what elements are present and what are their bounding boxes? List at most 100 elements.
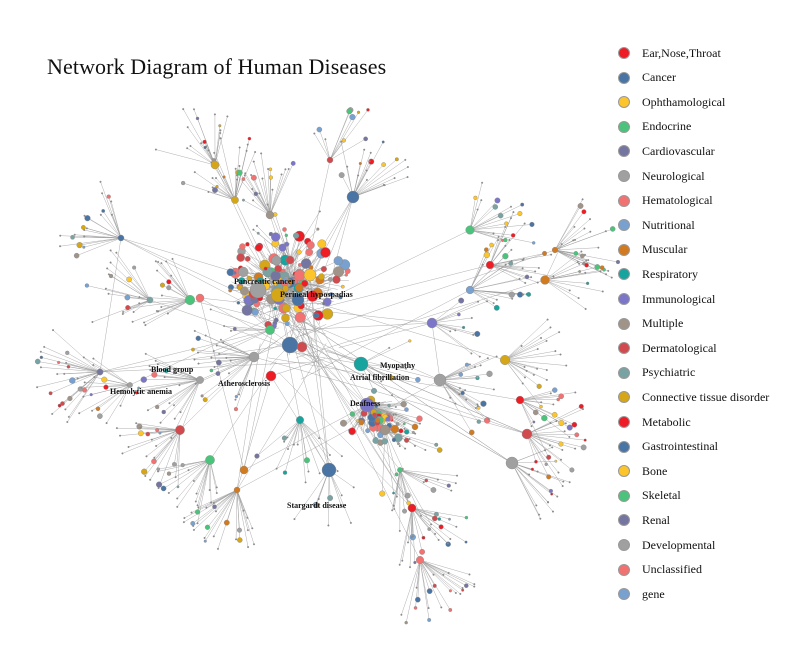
network-node <box>341 138 346 143</box>
network-node <box>246 275 253 282</box>
network-node <box>150 438 153 441</box>
legend-label: Unclassified <box>642 562 702 577</box>
network-node <box>413 560 417 565</box>
network-node <box>545 339 548 342</box>
legend-label: Hematological <box>642 193 713 208</box>
network-node <box>529 221 535 227</box>
network-node <box>59 234 62 237</box>
network-node <box>504 244 507 247</box>
network-node <box>158 431 162 435</box>
network-node <box>398 563 401 566</box>
network-node <box>89 393 93 397</box>
network-node <box>166 471 172 476</box>
network-node <box>552 275 555 278</box>
network-node <box>252 228 255 231</box>
network-node <box>244 255 251 262</box>
network-node <box>539 404 543 409</box>
network-node <box>548 444 551 447</box>
network-node <box>186 126 189 129</box>
network-node <box>176 485 180 489</box>
network-node <box>215 184 219 189</box>
network-node <box>270 287 286 303</box>
network-node <box>599 270 602 273</box>
network-node <box>481 263 484 266</box>
legend-swatch-icon <box>618 489 630 502</box>
network-node <box>415 376 421 383</box>
network-node <box>210 356 213 359</box>
network-node <box>271 232 281 242</box>
network-node <box>294 283 304 292</box>
network-node <box>106 267 109 270</box>
network-node <box>387 403 391 408</box>
network-node <box>171 257 174 260</box>
network-node <box>317 497 320 500</box>
network-node <box>573 251 579 256</box>
network-node <box>528 473 531 476</box>
network-node <box>172 462 177 467</box>
network-node <box>324 138 327 141</box>
network-node <box>580 250 583 253</box>
network-nodes <box>34 107 621 625</box>
network-node <box>508 291 515 298</box>
network-node <box>478 355 481 358</box>
network-node <box>492 204 499 210</box>
network-node <box>369 151 372 154</box>
legend-swatch-icon <box>618 47 630 59</box>
network-node <box>492 232 495 235</box>
legend-label: Multiple <box>642 316 684 331</box>
network-node <box>397 467 403 473</box>
network-node <box>374 404 379 408</box>
network-node <box>281 313 290 323</box>
network-node <box>333 256 343 266</box>
network-node <box>215 344 218 347</box>
network-node <box>427 527 432 531</box>
network-node <box>103 384 109 390</box>
network-node <box>252 199 255 202</box>
network-node <box>219 338 222 341</box>
network-node <box>275 467 278 470</box>
network-node <box>121 312 124 315</box>
network-node <box>554 459 558 463</box>
network-node <box>340 504 343 507</box>
network-node <box>461 587 464 590</box>
network-node <box>574 447 577 450</box>
network-node <box>502 253 509 260</box>
network-node <box>561 485 564 488</box>
network-node <box>465 398 468 401</box>
legend-swatch-icon <box>618 416 630 428</box>
network-node <box>176 497 179 500</box>
network-node <box>219 129 222 132</box>
network-node <box>153 456 156 459</box>
network-node <box>143 321 146 324</box>
node-label: Hemolytic anemia <box>110 387 172 396</box>
network-node <box>238 266 249 278</box>
network-node <box>76 377 79 380</box>
network-node <box>508 261 514 266</box>
network-node <box>536 348 539 351</box>
legend-label: Respiratory <box>642 266 698 281</box>
network-node <box>83 381 86 384</box>
network-node <box>239 243 246 250</box>
network-node <box>568 435 571 438</box>
network-node <box>52 329 55 332</box>
network-node <box>418 422 421 425</box>
network-node <box>60 401 65 406</box>
legend-label: Ophthamological <box>642 94 726 109</box>
network-node <box>170 436 173 439</box>
network-node <box>349 411 356 417</box>
network-node <box>433 373 447 387</box>
network-node <box>605 273 608 276</box>
network-node <box>404 407 409 412</box>
network-node <box>214 510 217 513</box>
network-node <box>398 445 401 448</box>
legend-swatch-icon <box>618 539 630 551</box>
legend-swatch-icon <box>618 563 630 576</box>
network-node <box>127 445 130 448</box>
network-node <box>107 273 110 276</box>
network-node <box>232 271 237 275</box>
network-node <box>485 260 495 270</box>
network-node <box>145 431 151 437</box>
legend-swatch-icon <box>618 170 630 182</box>
network-node <box>318 210 321 213</box>
network-node <box>281 303 291 313</box>
